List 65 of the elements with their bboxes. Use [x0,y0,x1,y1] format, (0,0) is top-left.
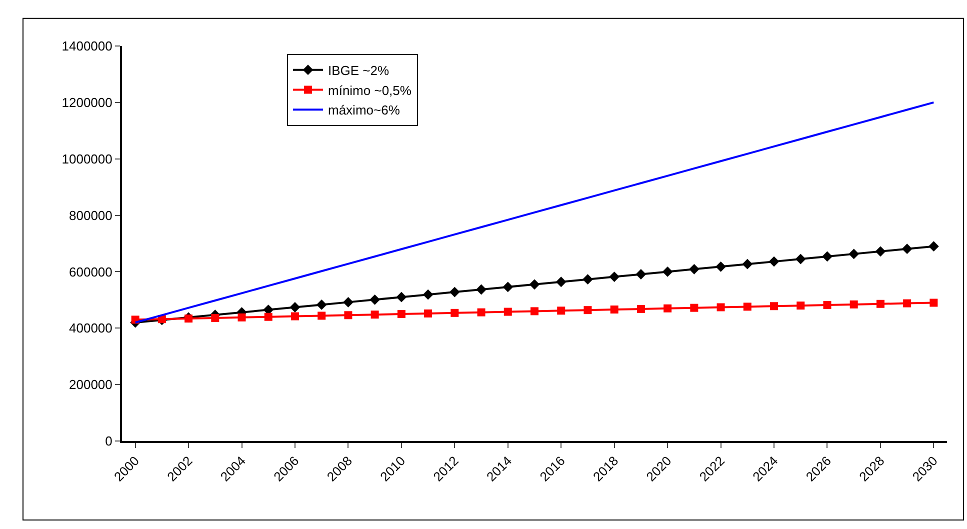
point [264,312,272,321]
point [557,306,566,315]
y-tick-label: 1000000 [62,151,112,166]
point [928,241,939,252]
legend-label: IBGE ~2% [328,62,390,78]
point [796,302,805,310]
point [584,306,592,314]
point [477,308,486,316]
point [318,312,326,320]
point [397,310,406,318]
y-tick-label: 1400000 [62,38,112,54]
point [370,310,379,319]
point [211,314,220,322]
point [716,261,726,272]
point [636,304,645,313]
point [848,248,860,260]
point [504,308,512,316]
point [876,300,884,308]
y-tick-label: 800000 [69,208,112,223]
point [742,258,753,270]
y-tick-label: 400000 [69,320,112,336]
point [422,289,434,300]
y-tick-label: 0 [105,434,112,449]
point [502,282,514,292]
point [316,300,327,310]
point [476,284,486,295]
point [582,274,593,285]
y-tick-label: 1200000 [62,94,112,110]
point [768,256,780,267]
point [795,254,806,264]
point [743,302,752,311]
point [716,303,725,312]
point [850,300,858,308]
point [903,299,912,308]
legend-label: mínimo ~0,5% [328,82,412,98]
point [690,304,698,312]
point [449,286,460,298]
point [930,298,938,307]
point [424,309,432,318]
y-tick-label: 600000 [69,264,112,280]
point [609,272,620,282]
legend-label: máximo~6% [328,102,400,118]
point [902,244,912,254]
point [610,306,618,314]
point [343,296,354,308]
point [238,313,246,322]
point [822,251,832,262]
point [823,301,832,310]
point [556,276,566,288]
point [450,308,459,317]
point [290,312,299,320]
point [662,266,673,277]
point [770,302,778,310]
point [396,292,407,302]
point [636,269,646,280]
point [529,279,540,290]
point [530,307,538,316]
point [875,246,886,257]
point [664,304,672,312]
point [370,294,380,305]
y-tick-label: 200000 [69,377,112,392]
point [688,264,700,274]
point [184,314,193,323]
point [290,302,300,312]
point [344,311,352,320]
